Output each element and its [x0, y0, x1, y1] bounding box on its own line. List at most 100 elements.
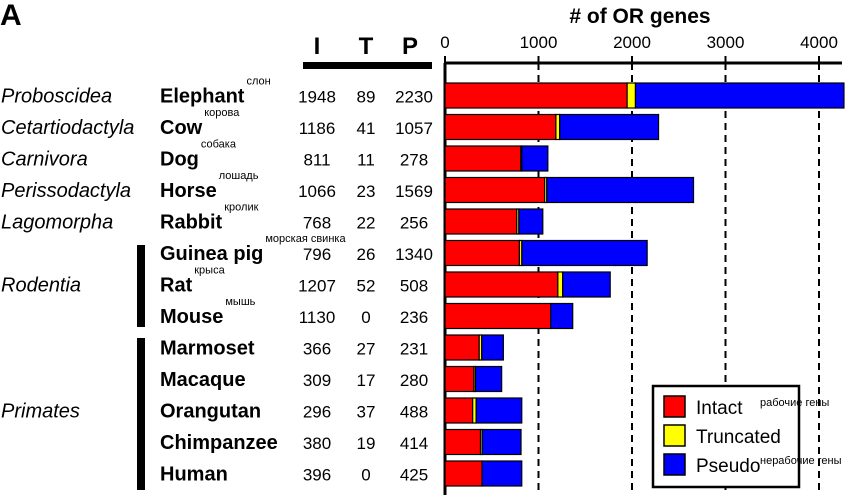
bar-pseudo-cow: [559, 113, 660, 141]
pseudo-count: 2230: [395, 88, 433, 107]
species-label: Cow: [160, 117, 203, 139]
column-header-pseudo: P: [402, 33, 418, 60]
intact-count: 1207: [298, 277, 336, 296]
bar-pseudo-rabbit: [518, 208, 544, 235]
legend-label-intact: Intact: [696, 398, 743, 419]
bar-intact-human: [444, 460, 483, 487]
truncated-count: 23: [357, 182, 376, 201]
pseudo-count: 236: [400, 308, 428, 327]
intact-count: 1186: [299, 119, 336, 138]
bar-pseudo-elephant: [634, 82, 845, 109]
legend: Intact рабочие гены Truncated Pseudo нерабоч…: [651, 384, 842, 489]
bar-pseudo-macaque: [474, 365, 503, 393]
bar-pseudo-mouse: [550, 302, 574, 330]
bar-intact-macaque: [444, 365, 475, 393]
order-label: Proboscidea: [1, 86, 112, 108]
pseudo-count: 1057: [395, 119, 433, 138]
species-note: слон: [246, 76, 270, 88]
intact-count: 380: [303, 434, 331, 453]
bar-pseudo-dog: [521, 145, 549, 172]
intact-count: 1130: [299, 308, 336, 327]
truncated-count: 89: [357, 88, 376, 107]
intact-count: 811: [303, 151, 330, 170]
pseudo-count: 280: [400, 371, 428, 390]
intact-count: 1066: [298, 182, 336, 201]
truncated-count: 11: [357, 151, 375, 170]
intact-count: 309: [303, 371, 331, 390]
pseudo-count: 1340: [395, 245, 433, 264]
x-axis-title: # of OR genes: [569, 5, 710, 28]
species-label: Rat: [160, 275, 193, 297]
bar-intact-chimpanzee: [444, 428, 482, 456]
pseudo-count: 425: [400, 466, 428, 485]
species-note: собака: [201, 139, 237, 151]
intact-count: 768: [303, 214, 331, 233]
order-label: Cetartiodactyla: [1, 117, 134, 139]
panel-label: A: [0, 0, 22, 32]
bar-intact-mouse: [444, 302, 552, 330]
bar-truncated-rat: [557, 271, 564, 298]
x-tick-label: 0: [440, 33, 449, 52]
truncated-count: 0: [361, 466, 370, 485]
bar-intact-elephant: [444, 82, 628, 109]
bar-intact-rat: [444, 271, 559, 298]
bar-pseudo-marmoset: [481, 334, 504, 361]
primates-bracket: [137, 338, 145, 490]
legend-swatch-pseudo: [663, 453, 686, 476]
bar-intact-cow: [444, 113, 557, 141]
bar-intact-rabbit: [444, 208, 518, 235]
truncated-count: 19: [357, 434, 376, 453]
bar-intact-guinea-pig: [444, 239, 521, 267]
species-label: Chimpanzee: [160, 432, 278, 454]
bar-pseudo-rat: [562, 271, 611, 298]
order-label: Primates: [1, 401, 80, 423]
legend-swatch-intact: [663, 395, 686, 418]
order-label: Carnivora: [1, 149, 88, 171]
species-note: крыса: [194, 265, 225, 277]
truncated-count: 26: [357, 245, 376, 264]
species-note: лошадь: [219, 170, 259, 182]
intact-count: 366: [303, 340, 331, 359]
bar-intact-orangutan: [444, 397, 474, 424]
order-label: Perissodactyla: [1, 180, 131, 202]
bar-pseudo-guinea-pig: [521, 239, 648, 267]
bar-pseudo-horse: [546, 176, 695, 204]
intact-count: 796: [303, 245, 331, 264]
truncated-count: 17: [357, 371, 376, 390]
x-tick-label: 2000: [613, 33, 651, 52]
pseudo-count: 508: [400, 277, 428, 296]
legend-label-truncated: Truncated: [696, 427, 781, 448]
species-label: Guinea pig: [160, 243, 263, 265]
species-label: Orangutan: [160, 401, 261, 423]
legend-label-pseudo: Pseudo: [696, 456, 760, 477]
pseudo-count: 414: [400, 434, 428, 453]
intact-count: 396: [303, 466, 331, 485]
order-label: Rodentia: [1, 275, 81, 297]
species-label: Marmoset: [160, 338, 255, 360]
pseudo-count: 231: [400, 340, 428, 359]
species-note: корова: [204, 107, 240, 119]
column-header-intact: I: [314, 33, 321, 60]
species-note: морская свинка: [265, 233, 346, 245]
plot-area: 0 1000 2000 3000 4000: [440, 33, 845, 495]
legend-note: рабочие гены: [760, 397, 829, 409]
species-label: Mouse: [160, 306, 223, 328]
truncated-count: 41: [357, 119, 376, 138]
species-label: Horse: [160, 180, 217, 202]
species-label: Elephant: [160, 86, 245, 108]
species-label: Dog: [160, 149, 199, 171]
bar-pseudo-human: [481, 460, 523, 487]
bar-pseudo-chimpanzee: [481, 428, 522, 456]
order-label: Lagomorpha: [1, 212, 113, 234]
intact-count: 296: [303, 403, 331, 422]
pseudo-count: 278: [400, 151, 428, 170]
pseudo-count: 488: [400, 403, 428, 422]
truncated-count: 27: [357, 340, 376, 359]
bar-intact-horse: [444, 176, 546, 204]
bar-pseudo-orangutan: [475, 397, 523, 424]
intact-count: 1948: [298, 88, 336, 107]
bar-truncated-elephant: [626, 82, 637, 109]
pseudo-count: 256: [400, 214, 428, 233]
bar-intact-dog: [444, 145, 522, 172]
bar-intact-marmoset: [444, 334, 480, 361]
